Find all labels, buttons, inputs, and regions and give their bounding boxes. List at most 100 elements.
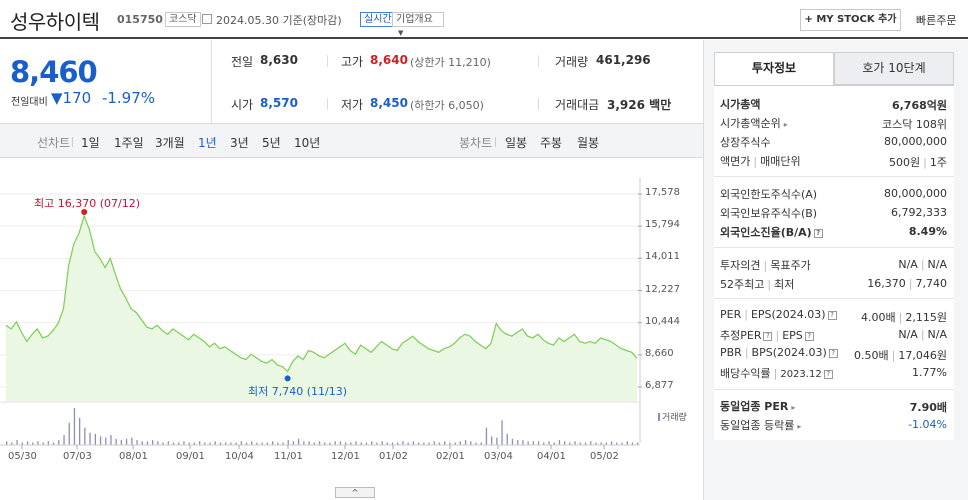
help-icon[interactable]: ? (813, 229, 823, 238)
amount-value: 3,926 백만 (607, 96, 671, 113)
volume-bar (371, 441, 373, 445)
x-tick-label: 12/01 (331, 451, 360, 462)
volume-bar (84, 427, 86, 445)
period-1y[interactable]: 1년 (198, 136, 217, 150)
x-tick-label: 07/03 (63, 451, 92, 462)
x-tick-label: 04/01 (537, 451, 566, 462)
sector-change-text: 동일업종 등락률 (720, 419, 795, 432)
volume-bar (423, 442, 425, 445)
tab-invest-info[interactable]: 투자정보 (714, 52, 834, 85)
upper-limit: (상한가 11,210) (410, 54, 491, 70)
y-tick-label: 12,227 (645, 283, 680, 295)
period-1w[interactable]: 1주일 (114, 136, 144, 150)
x-tick-label: 11/01 (274, 451, 303, 462)
divider (327, 55, 328, 67)
my-stock-add-button[interactable]: + MY STOCK 추가 (800, 9, 901, 31)
price-chart[interactable] (0, 158, 703, 500)
dividend-value: 1.77% (912, 366, 947, 379)
volume-bar (131, 437, 133, 445)
volume-bar (532, 441, 534, 445)
market-cap-rank-value: 코스닥 108위 (882, 118, 947, 131)
realtime-badge[interactable]: 실시간 (360, 12, 396, 27)
volume-bar (68, 422, 70, 445)
volume-bar (63, 435, 65, 445)
sector-per-label[interactable]: 동일업종 PER ▸ (720, 398, 795, 414)
foreign-hold-label: 외국인보유주식수(B) (720, 207, 818, 220)
high-marker-label: 최고 16,370 (07/12) (34, 197, 141, 210)
help-icon[interactable]: ? (823, 370, 833, 379)
volume-bar (251, 441, 253, 445)
volume-bar (391, 442, 394, 445)
tab-order-book[interactable]: 호가 10단계 (834, 52, 954, 85)
help-icon[interactable]: ? (763, 332, 773, 341)
volume-bar (412, 441, 415, 445)
divider (538, 98, 539, 110)
volume-bar (438, 442, 441, 445)
listed-shares-label: 상장주식수 (720, 136, 771, 149)
per-eps-value: 4.00배 | 2,115원 (861, 311, 947, 324)
volume-bar (496, 437, 498, 445)
candle-weekly[interactable]: 주봉 (540, 136, 563, 150)
per-eps-label: PER | EPS(2024.03)? (720, 308, 837, 321)
period-10y[interactable]: 10년 (294, 136, 321, 150)
volume-bar (204, 442, 206, 445)
volume-bar (631, 442, 634, 445)
period-3y[interactable]: 3년 (230, 136, 249, 150)
volume-bar (225, 442, 227, 445)
period-1d[interactable]: 1일 (81, 136, 100, 150)
volume-bar (569, 442, 571, 445)
bps-label: BPS(2024.03) (751, 346, 827, 359)
collapse-button[interactable]: ^ (335, 487, 375, 498)
volume-bar (428, 442, 430, 445)
volume-bar (553, 442, 555, 445)
period-5y[interactable]: 5년 (262, 136, 281, 150)
volume-bar (16, 440, 18, 445)
y-tick-label: 8,660 (645, 347, 674, 359)
volume-bar (188, 442, 190, 445)
sector-change-value: -1.04% (908, 418, 947, 431)
volume-bar (240, 441, 242, 445)
change-amount: ▼170 (51, 89, 92, 107)
compare-label: 전일대비 (11, 97, 48, 108)
volume-bar (178, 442, 180, 445)
volume-bar (480, 442, 482, 445)
opinion-target-value: N/A | N/A (898, 258, 947, 271)
volume-bar (329, 442, 331, 445)
foreign-ratio-value: 8.49% (908, 225, 947, 238)
lower-limit-label: (하한가 (410, 99, 445, 112)
foreign-hold-value: 6,792,333 (891, 206, 947, 219)
volume-bar (47, 441, 49, 445)
volume-bar (115, 438, 117, 445)
quote-divider (0, 123, 703, 124)
sector-change-label[interactable]: 동일업종 등락률 ▸ (720, 417, 801, 433)
help-icon[interactable]: ? (827, 311, 837, 320)
volume-bar (105, 437, 107, 445)
divider (714, 298, 954, 299)
foreign-ratio-label[interactable]: 외국인소진율(B/A)? (720, 224, 823, 240)
quick-order-link[interactable]: 빠른주문 (916, 14, 957, 27)
amount-number: 3,926 (607, 98, 645, 112)
help-icon[interactable]: ? (804, 332, 814, 341)
week52-value: 16,370 | 7,740 (867, 277, 947, 290)
prev-close-label: 전일 (231, 55, 254, 69)
x-tick-label: 05/02 (590, 451, 619, 462)
y-tick-label: 10,444 (645, 315, 680, 327)
stock-header: 성우하이텍 015750 코스닥 2024.05.30 기준(장마감) 실시간 … (0, 0, 968, 38)
lower-limit: (하한가 6,050) (410, 97, 484, 113)
period-3m[interactable]: 3개월 (155, 136, 185, 150)
y-tick-label: 6,877 (645, 380, 674, 391)
volume-bar (37, 441, 39, 445)
volume-bar (548, 441, 550, 445)
company-overview-button[interactable]: 기업개요 ▼ (392, 12, 444, 37)
volume-bar (141, 441, 143, 445)
volume-bar (58, 440, 60, 445)
volume-bar (162, 442, 164, 445)
pbr-bps-label: PBR | BPS(2024.03)? (720, 346, 838, 359)
help-icon[interactable]: ? (828, 349, 838, 358)
candle-daily[interactable]: 일봉 (505, 136, 528, 150)
volume-bar (407, 442, 409, 445)
price-line (5, 213, 638, 373)
est-per-label: 추정PER (720, 329, 762, 342)
market-cap-rank-label[interactable]: 시가총액순위 ▸ (720, 115, 788, 131)
candle-monthly[interactable]: 월봉 (577, 136, 600, 150)
